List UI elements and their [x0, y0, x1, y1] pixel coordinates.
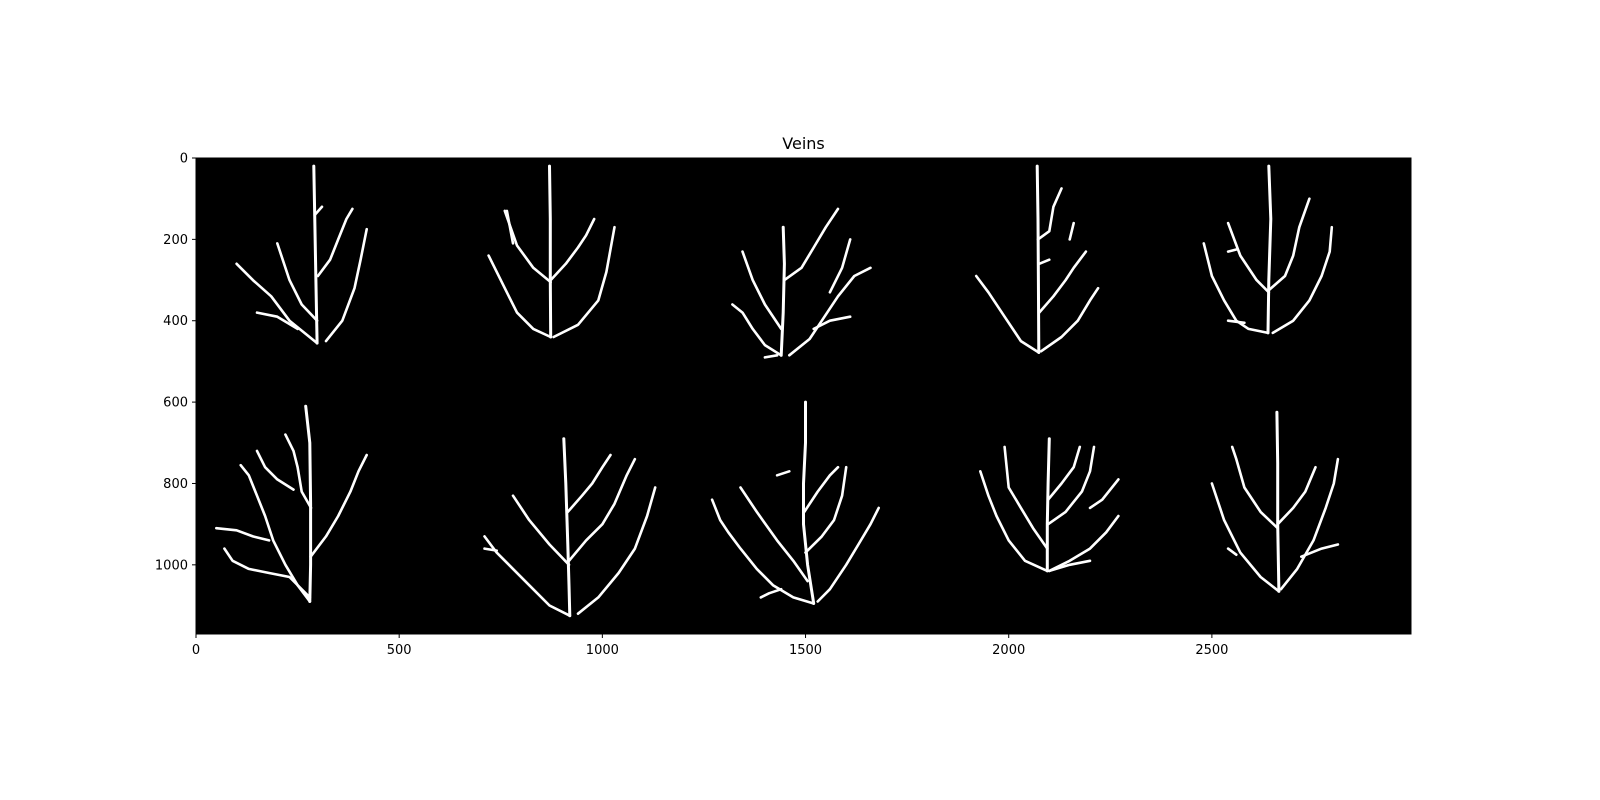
vein — [548, 164, 553, 339]
vein — [1267, 197, 1311, 292]
x-tick-label: 0 — [192, 643, 200, 658]
vein — [223, 547, 312, 599]
plot-title: Veins — [782, 134, 824, 153]
vein — [731, 303, 783, 357]
leaf-3 — [731, 207, 872, 359]
leaves-layer — [215, 164, 1340, 618]
vein — [549, 217, 596, 282]
x-tick-label: 1500 — [789, 643, 822, 658]
vein — [511, 494, 571, 567]
vein — [804, 465, 848, 554]
y-tick-label: 800 — [163, 477, 188, 492]
vein — [1275, 410, 1281, 593]
axes-frame — [195, 157, 1412, 635]
leaf-8 — [710, 400, 881, 605]
x-tick-label: 2000 — [992, 643, 1025, 658]
leaf-5 — [1202, 164, 1334, 335]
vein — [1068, 221, 1075, 241]
vein — [552, 225, 616, 339]
vein — [974, 274, 1041, 354]
vein — [1226, 319, 1246, 325]
vein — [1003, 445, 1049, 550]
vein — [1039, 286, 1100, 353]
vein — [255, 449, 295, 491]
vein — [1037, 258, 1051, 266]
y-tick-label: 0 — [180, 152, 188, 167]
vein — [802, 400, 816, 605]
vein — [313, 205, 324, 217]
leaf-6 — [215, 404, 369, 603]
vein — [759, 587, 783, 599]
vein — [1048, 559, 1092, 573]
vein — [1266, 164, 1273, 335]
vein — [566, 453, 612, 514]
vein — [1202, 242, 1270, 335]
vein-image — [196, 158, 1411, 634]
vein — [487, 254, 553, 339]
leaf-4 — [974, 164, 1100, 354]
vein — [1046, 445, 1082, 502]
vein — [505, 209, 515, 245]
vein — [576, 486, 657, 616]
vein — [1226, 248, 1238, 253]
y-tick-label: 1000 — [155, 558, 188, 573]
vein — [215, 526, 271, 542]
x-tick-label: 1000 — [586, 643, 619, 658]
vein — [828, 238, 852, 294]
vein — [312, 164, 319, 345]
vein — [816, 506, 881, 603]
vein — [802, 465, 840, 514]
x-tick-label: 2500 — [1195, 643, 1228, 658]
leaf-9 — [978, 437, 1120, 573]
vein — [567, 457, 637, 563]
vein — [1230, 445, 1279, 530]
y-tick-label: 400 — [163, 314, 188, 329]
leaf-10 — [1210, 410, 1340, 593]
vein — [1036, 187, 1063, 241]
vein — [1276, 465, 1317, 526]
vein — [1088, 478, 1120, 510]
leaf-2 — [487, 164, 616, 339]
vein — [1210, 482, 1281, 593]
vein — [1226, 547, 1238, 557]
vein — [763, 353, 779, 359]
vein — [1271, 225, 1334, 335]
leaf-7 — [483, 437, 657, 618]
vein — [316, 207, 354, 278]
vein — [812, 315, 852, 331]
vein — [483, 547, 499, 552]
vein — [284, 433, 313, 510]
vein — [775, 469, 791, 477]
vein — [1300, 543, 1340, 559]
vein — [1226, 221, 1271, 294]
vein — [309, 453, 369, 559]
x-tick-label: 500 — [387, 643, 412, 658]
vein — [1279, 457, 1340, 591]
vein — [562, 437, 572, 618]
vein — [779, 225, 786, 357]
x-axis: 0 500 1000 1500 2000 2500 — [192, 634, 1228, 658]
y-axis: 0 200 400 600 800 1000 — [155, 152, 196, 573]
y-tick-label: 600 — [163, 396, 188, 411]
vein — [1048, 514, 1120, 573]
vein — [1037, 250, 1088, 314]
vein — [1046, 445, 1096, 526]
vein — [1035, 164, 1041, 354]
vein — [304, 404, 313, 603]
vein — [324, 227, 369, 343]
y-tick-label: 200 — [163, 233, 188, 248]
vein — [978, 469, 1049, 573]
vein — [741, 250, 783, 331]
vein — [787, 266, 872, 357]
vein — [710, 498, 816, 605]
vein — [275, 242, 319, 323]
vein — [255, 311, 299, 331]
vein — [739, 486, 809, 583]
image-background — [196, 158, 1411, 634]
vein — [235, 262, 319, 345]
leaf-1 — [235, 164, 369, 345]
vein — [783, 207, 840, 282]
